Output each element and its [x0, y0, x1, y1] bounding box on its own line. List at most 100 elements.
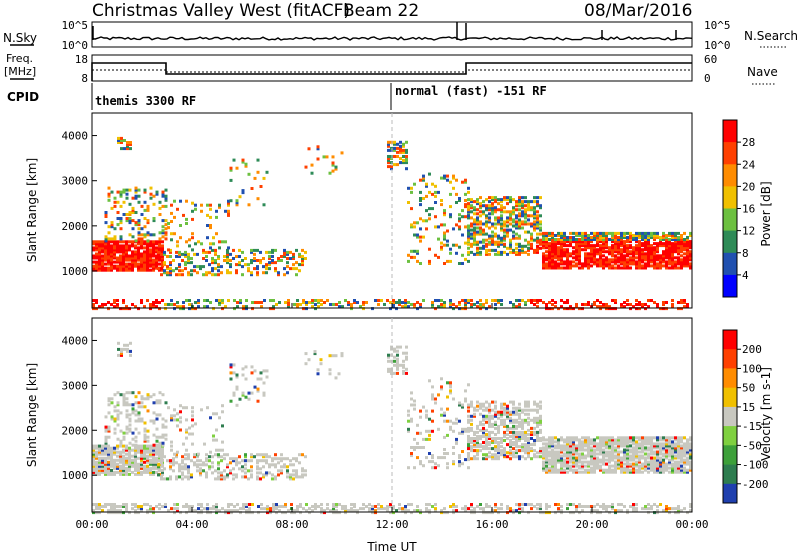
echo-cell — [434, 201, 437, 204]
echo-cell — [149, 196, 153, 200]
y-tick-label: 1000 — [62, 265, 89, 278]
echo-cell — [95, 262, 98, 266]
echo-cell — [182, 505, 185, 508]
echo-cell — [200, 503, 203, 506]
echo-cell — [401, 507, 404, 511]
echo-cell — [137, 246, 140, 250]
echo-cell — [191, 410, 194, 414]
echo-cell — [149, 448, 152, 452]
echo-cell — [578, 252, 581, 256]
echo-cell — [512, 220, 515, 224]
echo-cell — [395, 307, 398, 311]
echo-cell — [215, 428, 218, 432]
echo-cell — [185, 217, 188, 221]
echo-cell — [614, 242, 617, 246]
echo-cell — [431, 305, 434, 309]
echo-cell — [614, 460, 617, 464]
echo-cell — [659, 442, 662, 446]
echo-cell — [473, 232, 476, 236]
echo-cell — [677, 440, 680, 444]
echo-cell — [289, 463, 292, 467]
echo-cell — [680, 466, 683, 470]
echo-cell — [659, 260, 662, 264]
echo-cell — [410, 397, 413, 401]
echo-cell — [110, 460, 113, 464]
echo-cell — [131, 503, 134, 506]
echo-cell — [614, 258, 617, 262]
echo-cell — [683, 262, 686, 266]
echo-cell — [122, 470, 125, 474]
echo-cell — [635, 454, 638, 458]
echo-cell — [626, 258, 629, 262]
echo-cell — [443, 174, 446, 178]
echo-cell — [665, 448, 668, 452]
echo-cell — [317, 301, 320, 304]
echo-cell — [527, 412, 530, 416]
echo-cell — [560, 466, 563, 470]
echo-cell — [399, 161, 402, 165]
echo-cell — [170, 507, 173, 511]
echo-cell — [113, 452, 116, 456]
echo-cell — [215, 215, 218, 219]
echo-cell — [113, 256, 116, 260]
echo-cell — [560, 260, 563, 264]
echo-cell — [518, 234, 521, 238]
echo-cell — [644, 456, 647, 460]
echo-cell — [443, 243, 446, 247]
echo-cell — [617, 440, 620, 444]
echo-cell — [316, 145, 320, 149]
echo-cell — [271, 259, 274, 262]
echo-cell — [485, 238, 488, 242]
echo-cell — [635, 468, 638, 472]
echo-cell — [220, 475, 223, 479]
echo-cell — [470, 204, 473, 208]
echo-cell — [548, 248, 551, 252]
echo-cell — [110, 303, 113, 306]
echo-cell — [536, 439, 539, 442]
echo-cell — [283, 267, 286, 271]
echo-cell — [271, 463, 274, 467]
echo-cell — [101, 468, 104, 472]
echo-cell — [110, 509, 113, 513]
echo-cell — [482, 445, 485, 449]
echo-cell — [298, 263, 301, 267]
echo-cell — [581, 264, 584, 268]
echo-cell — [113, 240, 116, 244]
echo-cell — [620, 258, 623, 262]
echo-cell — [137, 219, 141, 223]
echo-cell — [221, 404, 224, 408]
echo-cell — [473, 230, 476, 234]
echo-cell — [161, 235, 165, 239]
echo-cell — [629, 307, 632, 311]
echo-cell — [596, 248, 599, 252]
echo-cell — [140, 472, 143, 476]
echo-cell — [169, 248, 172, 252]
echo-cell — [104, 254, 107, 258]
echo-cell — [161, 204, 165, 208]
echo-cell — [551, 448, 554, 452]
echo-cell — [122, 299, 125, 302]
echo-cell — [593, 234, 596, 237]
echo-cell — [599, 305, 602, 309]
echo-cell — [271, 477, 274, 481]
echo-cell — [671, 454, 674, 458]
echo-cell — [419, 227, 422, 231]
echo-cell — [247, 263, 250, 267]
echo-cell — [545, 454, 548, 458]
echo-cell — [545, 470, 548, 474]
echo-cell — [635, 260, 638, 264]
echo-cell — [662, 254, 665, 258]
echo-cell — [608, 444, 611, 448]
echo-cell — [280, 471, 283, 475]
echo-cell — [470, 428, 473, 432]
echo-cell — [542, 231, 545, 235]
echo-cell — [569, 444, 572, 448]
echo-cell — [188, 507, 191, 511]
echo-cell — [170, 440, 173, 444]
echo-cell — [542, 236, 545, 239]
echo-cell — [143, 250, 146, 254]
echo-cell — [689, 240, 692, 244]
echo-cell — [119, 441, 123, 445]
echo-cell — [551, 440, 554, 444]
echo-cell — [476, 216, 479, 220]
